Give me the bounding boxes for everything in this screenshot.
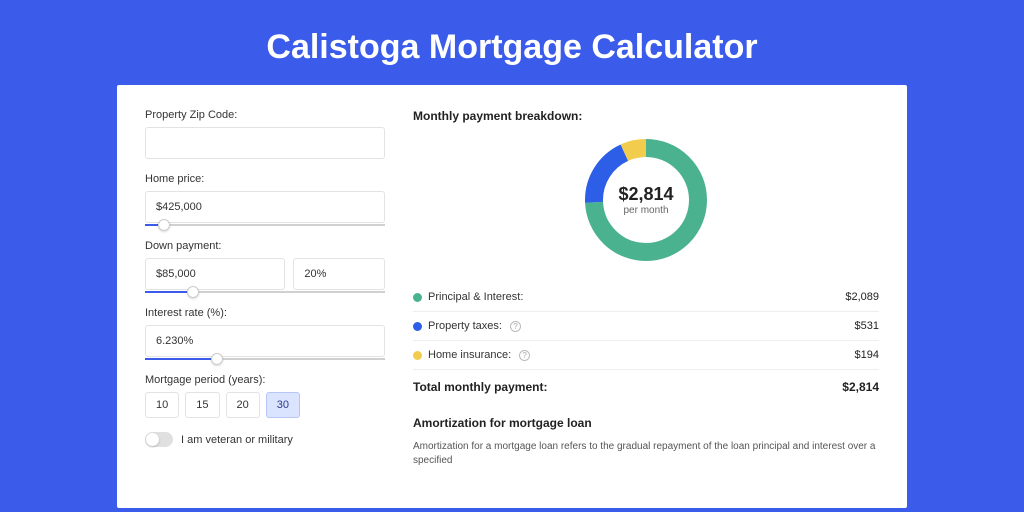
period-label: Mortgage period (years): [145, 374, 385, 386]
home-price-slider[interactable] [145, 224, 385, 226]
down-payment-label: Down payment: [145, 240, 385, 252]
period-field-group: Mortgage period (years): 10 15 20 30 [145, 374, 385, 418]
legend-value-taxes: $531 [855, 320, 879, 332]
down-payment-slider[interactable] [145, 291, 385, 293]
down-payment-slider-thumb[interactable] [187, 286, 199, 298]
total-value: $2,814 [842, 380, 879, 394]
down-payment-slider-fill [145, 291, 193, 293]
home-price-slider-thumb[interactable] [158, 219, 170, 231]
period-btn-20[interactable]: 20 [226, 392, 260, 418]
home-price-input[interactable] [145, 191, 385, 223]
legend-label-insurance: Home insurance: [428, 349, 511, 361]
breakdown-column: Monthly payment breakdown: $2,814 per mo… [413, 109, 879, 468]
period-buttons: 10 15 20 30 [145, 392, 385, 418]
legend-row-insurance: Home insurance: ? $194 [413, 341, 879, 370]
amortization-text: Amortization for a mortgage loan refers … [413, 440, 879, 468]
legend-value-principal: $2,089 [845, 291, 879, 303]
veteran-toggle-row: I am veteran or military [145, 432, 385, 447]
donut-center: $2,814 per month [581, 135, 711, 265]
legend-row-principal: Principal & Interest: $2,089 [413, 283, 879, 312]
period-btn-15[interactable]: 15 [185, 392, 219, 418]
legend-row-taxes: Property taxes: ? $531 [413, 312, 879, 341]
total-row: Total monthly payment: $2,814 [413, 370, 879, 408]
zip-field-group: Property Zip Code: [145, 109, 385, 159]
legend-dot-insurance [413, 351, 422, 360]
donut-sub: per month [623, 205, 668, 216]
zip-label: Property Zip Code: [145, 109, 385, 121]
legend-dot-principal [413, 293, 422, 302]
amortization-title: Amortization for mortgage loan [413, 416, 879, 430]
interest-label: Interest rate (%): [145, 307, 385, 319]
info-icon[interactable]: ? [510, 321, 521, 332]
interest-slider[interactable] [145, 358, 385, 360]
veteran-toggle[interactable] [145, 432, 173, 447]
interest-slider-fill [145, 358, 217, 360]
zip-input[interactable] [145, 127, 385, 159]
donut-chart-wrap: $2,814 per month [413, 135, 879, 265]
legend-label-taxes: Property taxes: [428, 320, 502, 332]
veteran-toggle-label: I am veteran or military [181, 434, 293, 446]
total-label: Total monthly payment: [413, 380, 547, 394]
interest-field-group: Interest rate (%): [145, 307, 385, 360]
down-payment-percent-input[interactable] [293, 258, 385, 290]
donut-amount: $2,814 [618, 184, 673, 205]
legend-label-principal: Principal & Interest: [428, 291, 523, 303]
period-btn-30[interactable]: 30 [266, 392, 300, 418]
calculator-card: Property Zip Code: Home price: Down paym… [117, 85, 907, 508]
form-column: Property Zip Code: Home price: Down paym… [145, 109, 385, 468]
legend-value-insurance: $194 [855, 349, 879, 361]
interest-input[interactable] [145, 325, 385, 357]
period-btn-10[interactable]: 10 [145, 392, 179, 418]
donut-chart: $2,814 per month [581, 135, 711, 265]
down-payment-input[interactable] [145, 258, 285, 290]
interest-slider-thumb[interactable] [211, 353, 223, 365]
page-title: Calistoga Mortgage Calculator [0, 0, 1024, 85]
down-payment-field-group: Down payment: [145, 240, 385, 293]
info-icon[interactable]: ? [519, 350, 530, 361]
home-price-field-group: Home price: [145, 173, 385, 226]
home-price-label: Home price: [145, 173, 385, 185]
legend-dot-taxes [413, 322, 422, 331]
veteran-toggle-knob [146, 433, 159, 446]
breakdown-title: Monthly payment breakdown: [413, 109, 879, 123]
